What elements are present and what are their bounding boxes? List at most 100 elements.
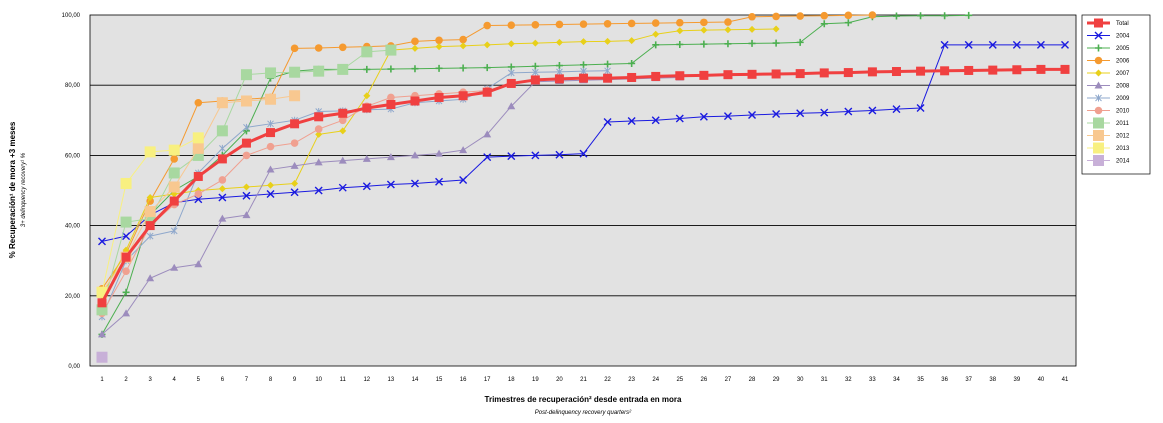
y-axis-label: % Recuperación¹ de mora +3 meses xyxy=(8,121,17,258)
data-point xyxy=(604,37,612,45)
legend-label: 2010 xyxy=(1116,109,1130,115)
data-point xyxy=(1094,106,1103,115)
data-point xyxy=(1093,130,1104,141)
x-tick-label: 15 xyxy=(436,377,443,383)
x-tick-label: 22 xyxy=(604,377,611,383)
data-point xyxy=(651,19,660,27)
data-point xyxy=(170,263,179,271)
data-point xyxy=(531,68,539,76)
x-tick-label: 24 xyxy=(652,377,659,383)
y-tick-label: 20,00 xyxy=(65,294,81,300)
y-tick-label: 80,00 xyxy=(65,83,81,89)
x-tick-label: 13 xyxy=(388,377,395,383)
data-point xyxy=(168,181,180,193)
data-point xyxy=(242,183,250,191)
data-point xyxy=(386,153,395,161)
data-point xyxy=(242,151,251,160)
data-point xyxy=(338,116,347,125)
data-point xyxy=(603,118,612,127)
data-point xyxy=(410,96,420,106)
data-point xyxy=(748,39,756,47)
data-point xyxy=(314,186,323,195)
data-point xyxy=(1036,40,1045,49)
x-axis-label: Trimestres de recuperación² desde entrad… xyxy=(485,395,683,404)
x-tick-label: 12 xyxy=(363,377,370,383)
data-point xyxy=(483,153,492,162)
data-point xyxy=(144,146,156,158)
y-tick-label: 0,00 xyxy=(68,364,80,370)
data-point xyxy=(531,39,539,47)
data-point xyxy=(507,102,516,110)
x-tick-label: 31 xyxy=(821,377,828,383)
legend-label: 2006 xyxy=(1116,59,1130,65)
data-point xyxy=(627,117,636,125)
legend-label: 2008 xyxy=(1116,84,1130,90)
data-point xyxy=(651,116,660,125)
data-point xyxy=(699,112,708,121)
data-point xyxy=(362,103,372,113)
data-point xyxy=(867,67,877,77)
data-point xyxy=(579,73,588,83)
data-point xyxy=(917,12,925,20)
data-point xyxy=(459,64,467,72)
data-point xyxy=(314,44,323,52)
data-point xyxy=(652,41,660,49)
data-point xyxy=(747,69,757,79)
data-point xyxy=(628,37,636,45)
x-tick-label: 25 xyxy=(676,377,683,383)
data-point xyxy=(435,36,443,45)
data-point xyxy=(289,90,301,102)
data-point xyxy=(410,179,419,188)
data-point xyxy=(556,68,563,76)
data-point xyxy=(1012,40,1021,49)
data-point xyxy=(507,152,516,161)
legend-label: 2013 xyxy=(1116,146,1130,152)
data-point xyxy=(387,93,395,102)
data-point xyxy=(1094,81,1103,89)
data-point xyxy=(122,288,130,296)
data-point xyxy=(724,18,732,26)
data-point xyxy=(435,64,443,72)
data-point xyxy=(1093,117,1104,129)
data-point xyxy=(434,92,444,102)
data-point xyxy=(891,67,901,77)
data-point xyxy=(772,39,780,47)
data-point xyxy=(266,190,275,199)
legend-item-2005: 2005 xyxy=(1087,44,1130,52)
x-tick-label: 30 xyxy=(797,377,804,383)
data-point xyxy=(459,175,468,184)
x-tick-label: 33 xyxy=(869,377,876,383)
data-point xyxy=(411,44,419,52)
data-point xyxy=(795,69,805,79)
data-point xyxy=(290,161,299,169)
x-tick-label: 16 xyxy=(460,377,467,383)
data-point xyxy=(1012,65,1022,75)
x-tick-label: 21 xyxy=(580,377,587,383)
x-tick-label: 6 xyxy=(221,377,225,383)
data-point xyxy=(338,43,347,52)
x-tick-label: 4 xyxy=(173,377,177,383)
x-tick-label: 32 xyxy=(845,377,852,383)
x-tick-label: 26 xyxy=(701,377,708,383)
data-point xyxy=(1094,56,1103,65)
x-tick-label: 34 xyxy=(893,377,900,383)
legend-item-2006: 2006 xyxy=(1087,56,1130,65)
data-point xyxy=(242,191,251,200)
data-point xyxy=(459,146,468,154)
data-point xyxy=(290,119,300,129)
data-point xyxy=(627,72,637,82)
data-point xyxy=(217,154,227,164)
data-point xyxy=(700,18,708,27)
data-point xyxy=(170,227,178,235)
data-point xyxy=(604,67,611,75)
data-point xyxy=(361,46,373,58)
data-point xyxy=(218,193,227,202)
data-point xyxy=(218,214,227,222)
data-point xyxy=(965,11,973,19)
data-point xyxy=(507,40,515,48)
data-point xyxy=(603,73,613,83)
legend-label: 2007 xyxy=(1116,71,1130,77)
data-point xyxy=(628,59,636,67)
data-point xyxy=(1095,44,1102,52)
data-point xyxy=(555,150,564,159)
